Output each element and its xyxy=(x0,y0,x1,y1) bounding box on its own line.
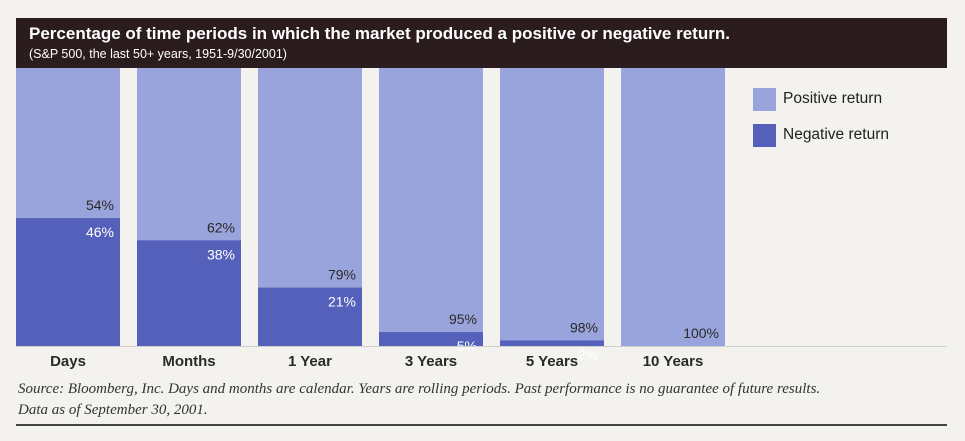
footnote: Source: Bloomberg, Inc. Days and months … xyxy=(18,379,948,421)
negative-data-label: 38% xyxy=(207,246,235,262)
bar-negative xyxy=(16,218,120,346)
footnote-line-1: Source: Bloomberg, Inc. Days and months … xyxy=(18,381,821,397)
legend-positive-label: Positive return xyxy=(783,90,883,107)
category-tick-label: 5 Years xyxy=(526,353,578,370)
chart-subtitle: (S&P 500, the last 50+ years, 1951-9/30/… xyxy=(29,47,287,61)
bar-negative xyxy=(137,240,241,346)
bar-negative xyxy=(379,332,483,346)
negative-data-label: 2% xyxy=(578,346,598,362)
bar-negative xyxy=(500,340,604,346)
positive-data-label: 54% xyxy=(86,197,114,213)
category-tick-label: Days xyxy=(50,353,86,370)
footnote-line-2: Data as of September 30, 2001. xyxy=(18,402,208,418)
legend-negative-swatch xyxy=(753,124,776,147)
legend-negative-label: Negative return xyxy=(783,126,889,143)
chart-header: Percentage of time periods in which the … xyxy=(16,18,947,68)
category-tick-label: 1 Year xyxy=(288,353,332,370)
chart-baseline xyxy=(16,346,947,347)
negative-data-label: 21% xyxy=(328,294,356,310)
positive-data-label: 95% xyxy=(449,311,477,327)
bottom-rule xyxy=(16,424,947,426)
positive-data-label: 100% xyxy=(683,325,719,341)
bar-positive xyxy=(379,68,483,346)
chart-title: Percentage of time periods in which the … xyxy=(29,24,730,43)
positive-data-label: 62% xyxy=(207,219,235,235)
legend-positive-swatch xyxy=(753,88,776,111)
category-tick-label: 10 Years xyxy=(643,353,704,370)
negative-data-label: 46% xyxy=(86,224,114,240)
bar-negative xyxy=(258,287,362,346)
bar-positive xyxy=(500,68,604,346)
category-tick-label: Months xyxy=(162,353,215,370)
bar-positive xyxy=(621,68,725,346)
positive-data-label: 79% xyxy=(328,267,356,283)
positive-data-label: 98% xyxy=(570,319,598,335)
category-tick-label: 3 Years xyxy=(405,353,457,370)
